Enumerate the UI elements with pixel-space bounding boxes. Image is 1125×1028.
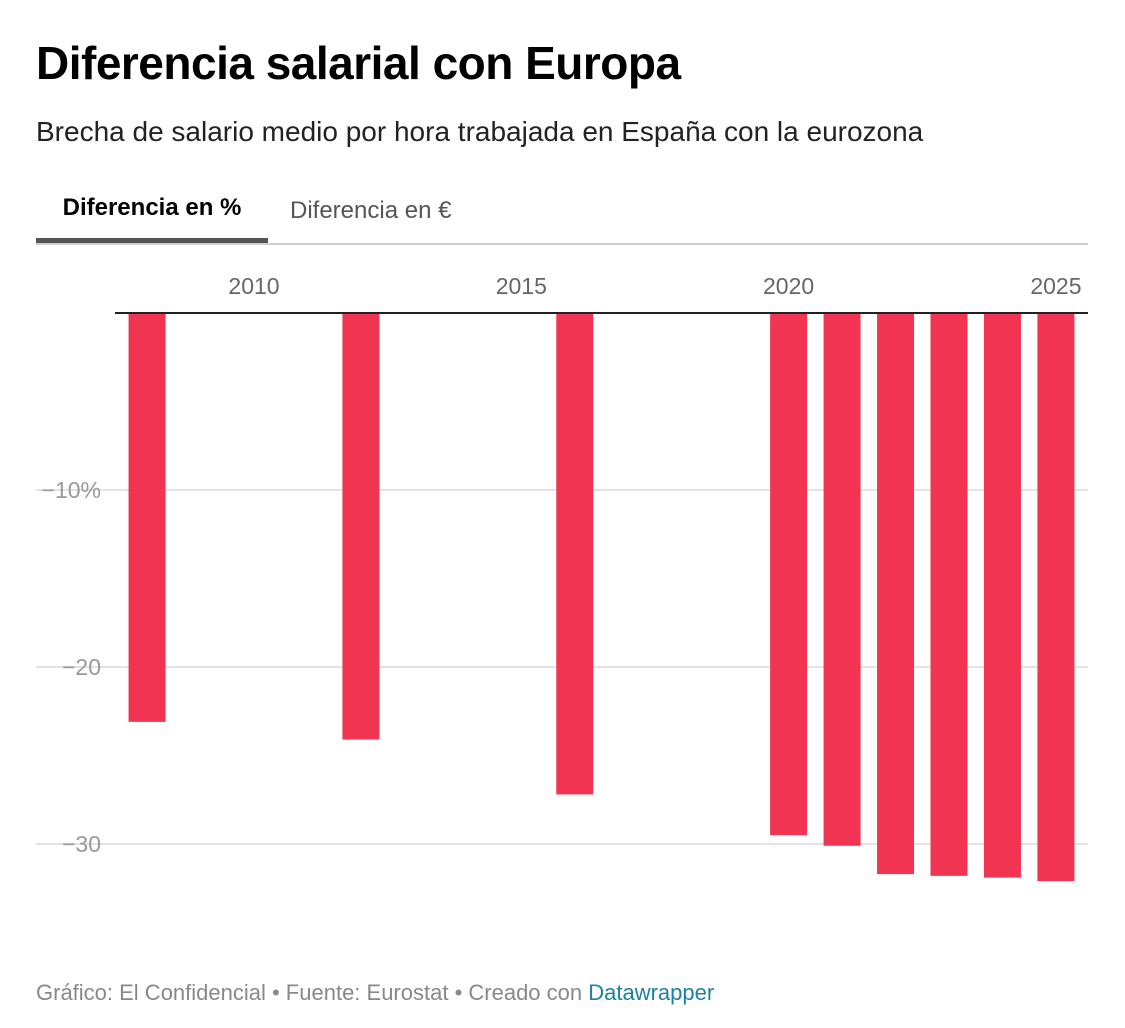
bar-2023: [930, 313, 968, 876]
bar-2021: [823, 313, 861, 846]
bar-chart: −10% −20 −30 2010 2015 2020 2025: [36, 273, 1088, 882]
x-tick-label: 2025: [1030, 273, 1081, 299]
tab-bar: Diferencia en % Diferencia en €: [36, 178, 1088, 245]
bar-2016: [556, 313, 594, 795]
footer-credits: Gráfico: El Confidencial • Fuente: Euros…: [36, 980, 714, 1006]
bar-2025: [1037, 313, 1075, 882]
tab-percent-difference[interactable]: Diferencia en %: [36, 178, 268, 243]
bar-2008: [128, 313, 166, 722]
x-tick-label: 2015: [496, 273, 547, 299]
tab-euro-difference[interactable]: Diferencia en €: [290, 196, 452, 224]
y-tick-label: −20: [62, 654, 101, 680]
bar-2022: [877, 313, 915, 875]
footer-source-text: Gráfico: El Confidencial • Fuente: Euros…: [36, 980, 589, 1005]
chart-subtitle: Brecha de salario medio por hora trabaja…: [36, 116, 924, 147]
chart-title: Diferencia salarial con Europa: [36, 37, 681, 89]
x-tick-label: 2020: [763, 273, 814, 299]
x-tick-label: 2010: [228, 273, 279, 299]
y-tick-label: −10%: [42, 477, 101, 503]
bar-2024: [983, 313, 1021, 878]
datawrapper-link[interactable]: Datawrapper: [588, 980, 715, 1005]
y-tick-label: −30: [62, 831, 101, 857]
bar-2020: [770, 313, 808, 836]
bar-2012: [342, 313, 380, 740]
